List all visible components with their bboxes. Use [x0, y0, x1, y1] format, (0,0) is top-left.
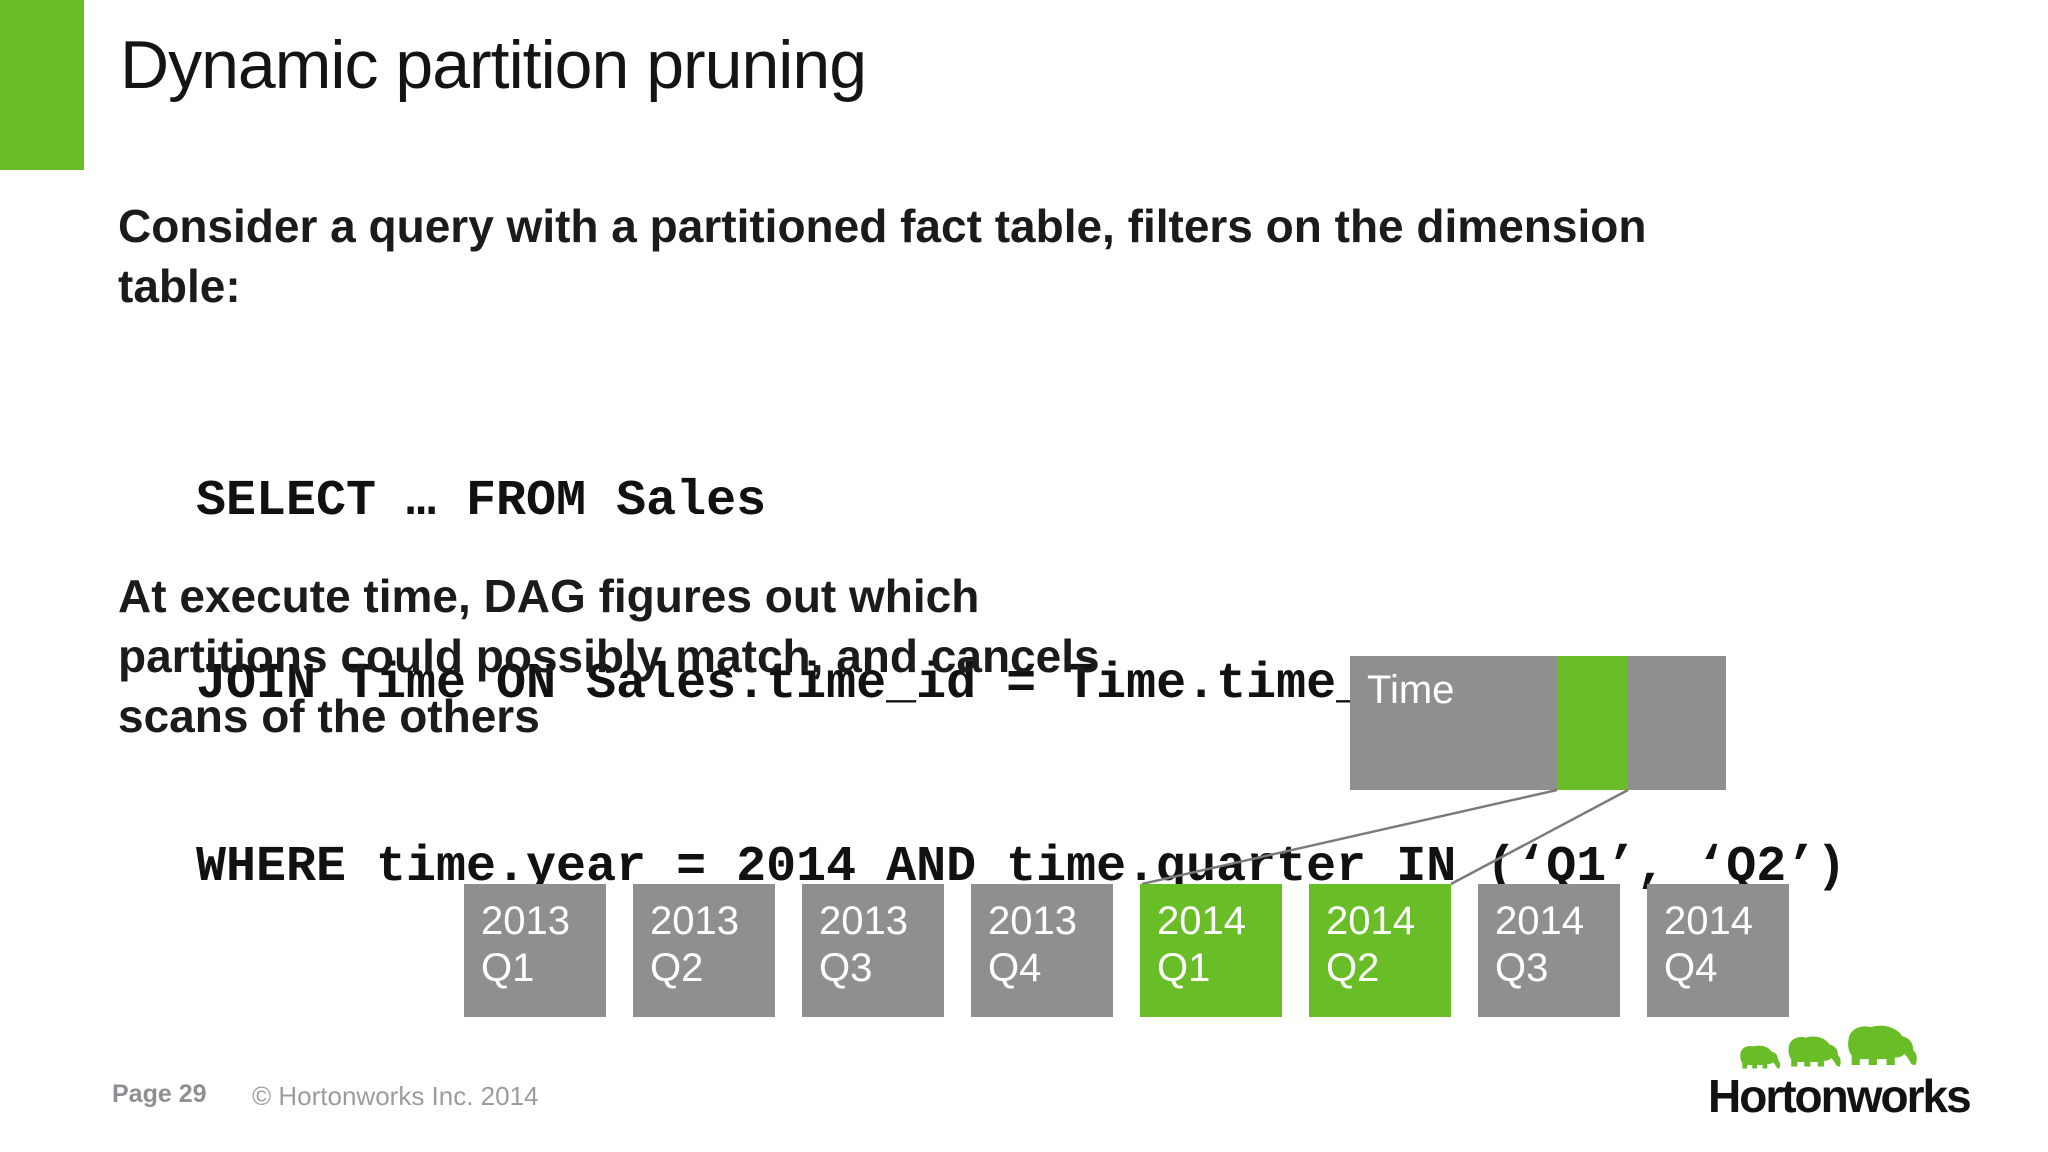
body-line: scans of the others [118, 690, 540, 742]
page-number: Page 29 [112, 1080, 207, 1108]
accent-bar [0, 0, 84, 170]
time-highlight-segment [1557, 656, 1628, 790]
time-table-label: Time [1367, 668, 1455, 712]
intro-paragraph: Consider a query with a partitioned fact… [118, 196, 1646, 316]
page-title: Dynamic partition pruning [120, 27, 867, 103]
sql-code-line: SELECT … FROM Sales [196, 473, 767, 530]
sql-code-line: WHERE time.year = 2014 AND time.quarter … [196, 839, 1847, 896]
sql-code-line: JOIN Time ON Sales.time_id = Time.time_i… [196, 656, 1427, 713]
logo-wordmark: Hortonworks [1708, 1070, 1972, 1122]
body-line: partitions could possibly match, and can… [118, 630, 1100, 682]
body-paragraph: At execute time, DAG figures out which p… [118, 566, 1100, 746]
copyright-text: © Hortonworks Inc. 2014 [252, 1081, 539, 1111]
intro-line: Consider a query with a partitioned fact… [118, 200, 1647, 252]
intro-line: table: [118, 260, 241, 312]
elephants-icon [1740, 1025, 1917, 1069]
body-line: At execute time, DAG figures out which [118, 570, 980, 622]
hortonworks-logo: Hortonworks [1708, 1018, 1972, 1123]
time-table-box: Time [1350, 656, 1726, 790]
